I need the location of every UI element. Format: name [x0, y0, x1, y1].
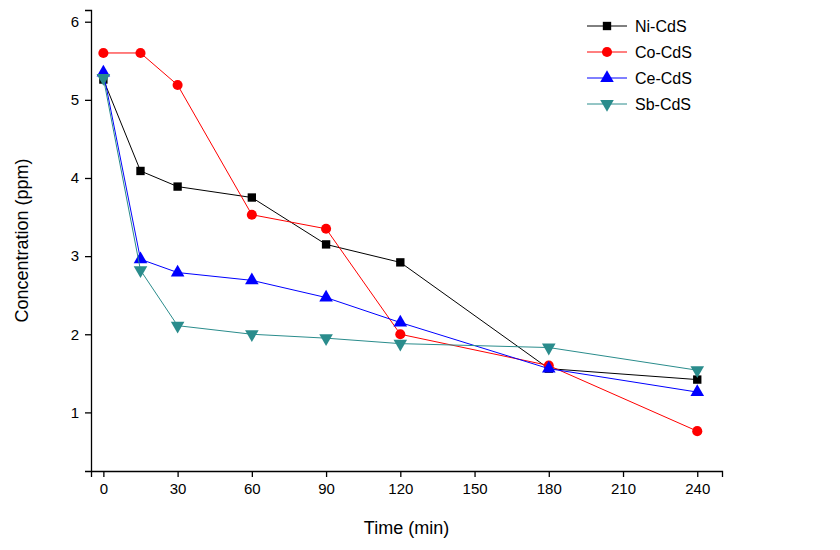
tick: 30 [170, 471, 187, 497]
tick-mark [103, 471, 104, 477]
tick-mark [474, 471, 475, 477]
tick-mark [549, 471, 550, 477]
data-point [690, 384, 704, 396]
x-axis: 0 30 60 90 120 150 180 210 240 [92, 471, 723, 497]
data-point [394, 315, 408, 327]
x-axis-line [92, 472, 723, 478]
legend-label: Co-CdS [635, 44, 692, 61]
data-point [171, 322, 185, 334]
data-point [134, 251, 148, 263]
tick-label: 90 [318, 480, 335, 497]
tick-label: 2 [71, 326, 79, 343]
data-point [692, 426, 702, 436]
legend: Ni-CdS Co-CdS Ce-CdS Sb-CdS [587, 18, 692, 113]
tick: 3 [71, 247, 91, 264]
y-axis-title: Concentration (ppm) [12, 158, 32, 322]
tick: 210 [611, 471, 636, 497]
tick: 60 [244, 471, 261, 497]
tick-label: 0 [100, 480, 108, 497]
tick: 180 [537, 471, 562, 497]
legend-item: Ni-CdS [587, 18, 687, 35]
data-point [690, 366, 704, 378]
tick: 4 [71, 169, 91, 186]
legend-symbol [603, 22, 611, 30]
tick-label: 180 [537, 480, 562, 497]
tick-mark [252, 471, 253, 477]
tick-mark [85, 178, 91, 179]
tick-mark [85, 412, 91, 413]
data-point [542, 361, 556, 373]
tick-mark [85, 22, 91, 23]
legend-symbol [602, 47, 612, 57]
data-point [322, 240, 330, 248]
tick: 240 [685, 471, 710, 497]
legend-symbol [600, 100, 614, 112]
tick: 1 [71, 404, 91, 421]
tick: 90 [318, 471, 335, 497]
data-point [321, 224, 331, 234]
tick-label: 4 [71, 169, 79, 186]
x-axis-title: Time (min) [364, 518, 449, 538]
series-line [103, 80, 697, 380]
data-point [98, 48, 108, 58]
chart: 0 30 60 90 120 150 180 210 240 1 2 3 4 5 6 Ni-CdS Co-CdS… [0, 0, 840, 550]
tick-label: 3 [71, 247, 79, 264]
tick-label: 6 [71, 13, 79, 30]
legend-item: Ce-CdS [587, 70, 692, 87]
legend-item: Co-CdS [587, 44, 692, 61]
tick: 150 [463, 471, 488, 497]
legend-symbol [600, 70, 614, 82]
data-point [173, 80, 183, 90]
data-point [173, 182, 181, 190]
data-point [245, 330, 259, 342]
tick-label: 150 [463, 480, 488, 497]
series-line [103, 53, 697, 431]
tick-mark [85, 100, 91, 101]
tick-mark [177, 471, 178, 477]
data-point [542, 344, 556, 356]
data-point [396, 258, 404, 266]
data-point [135, 48, 145, 58]
tick-mark [623, 471, 624, 477]
legend-item: Sb-CdS [587, 96, 691, 113]
tick-label: 30 [170, 480, 187, 497]
series-group [97, 48, 704, 436]
tick-label: 5 [71, 91, 79, 108]
legend-label: Ce-CdS [635, 70, 692, 87]
data-point [319, 290, 333, 302]
data-point [248, 193, 256, 201]
legend-label: Sb-CdS [635, 96, 691, 113]
tick-mark [326, 471, 327, 477]
tick: 120 [388, 471, 413, 497]
data-point [247, 210, 257, 220]
data-point [395, 329, 405, 339]
tick-label: 60 [244, 480, 261, 497]
tick-mark [400, 471, 401, 477]
series-line [103, 78, 697, 370]
data-point [171, 265, 185, 277]
tick-label: 1 [71, 404, 79, 421]
tick: 0 [100, 471, 108, 497]
data-point [245, 273, 259, 285]
data-point [394, 340, 408, 352]
legend-label: Ni-CdS [635, 18, 687, 35]
y-axis-line [85, 11, 92, 472]
series-line [103, 73, 697, 393]
tick: 6 [71, 13, 91, 30]
data-point [97, 74, 111, 86]
tick-label: 120 [388, 480, 413, 497]
tick-mark [85, 256, 91, 257]
data-point [136, 167, 144, 175]
y-axis: 1 2 3 4 5 6 [71, 11, 92, 472]
tick: 5 [71, 91, 91, 108]
tick-label: 240 [685, 480, 710, 497]
data-point [319, 334, 333, 346]
plot-area: 0 30 60 90 120 150 180 210 240 1 2 3 4 5 6 Ni-CdS Co-CdS… [71, 11, 723, 497]
tick: 2 [71, 326, 91, 343]
tick-label: 210 [611, 480, 636, 497]
data-point [134, 266, 148, 278]
tick-mark [85, 334, 91, 335]
tick-mark [697, 471, 698, 477]
